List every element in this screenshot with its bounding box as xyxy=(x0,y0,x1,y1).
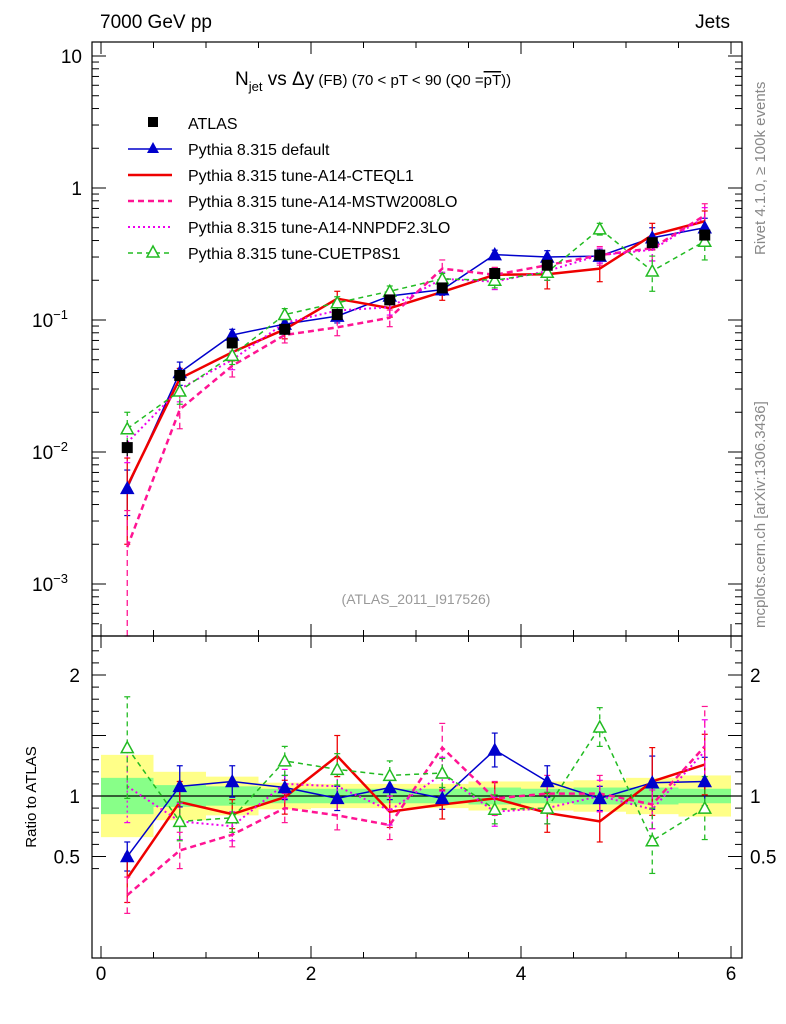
ratio-cteql1-line xyxy=(126,754,706,879)
header-category: Jets xyxy=(695,12,730,33)
y-tick-label: 1 xyxy=(71,179,82,200)
ratio-cuetp-point xyxy=(592,719,608,733)
legend: ATLAS Pythia 8.315 default Pythia 8.315 … xyxy=(128,116,457,263)
main-nnpdf-line xyxy=(126,216,706,444)
main-default-point xyxy=(487,247,503,261)
ratio-cuetp-point xyxy=(434,765,450,779)
ratio-y-tick-label-right: 0.5 xyxy=(750,848,776,869)
legend-label-mstw: Pythia 8.315 tune-A14-MSTW2008LO xyxy=(188,194,457,211)
main-cteql1-line xyxy=(126,220,706,487)
ratio-cuetp-point xyxy=(487,801,503,816)
ratio-y-tick-label: 2 xyxy=(69,666,80,687)
legend-label-nnpdf: Pythia 8.315 tune-A14-NNPDF2.3LO xyxy=(188,220,450,237)
atlas-point xyxy=(489,268,501,280)
atlas-uncertainty-band xyxy=(92,754,742,838)
main-cuetp-point xyxy=(224,347,240,362)
x-tick-label: 0 xyxy=(96,964,107,985)
ratio-cuetp-point xyxy=(644,833,660,847)
ratio-cuetp-point xyxy=(539,800,555,814)
ratio-default-point xyxy=(592,790,608,805)
x-tick-label: 4 xyxy=(516,964,527,985)
ratio-cuetp-point xyxy=(224,810,240,824)
atlas-point xyxy=(279,323,291,335)
ratio-cuetp-point xyxy=(329,761,345,776)
atlas-point xyxy=(699,229,711,241)
ratio-cuetp-point xyxy=(277,753,293,767)
ratio-default-point xyxy=(539,773,555,788)
main-cuetp-point xyxy=(172,383,188,397)
tick-labels: 0 2 4 6 10 1 10−1 10−2 10−3 0.5 0.5 1 1 2 2 xyxy=(32,47,776,985)
atlas-point xyxy=(384,294,396,306)
atlas-point xyxy=(331,309,343,321)
ratio-default-point xyxy=(644,775,660,789)
ratio-cuetp-point xyxy=(382,767,398,782)
x-tick-label: 6 xyxy=(726,964,737,985)
ratio-default-point xyxy=(697,773,713,788)
main-default-line xyxy=(126,226,705,489)
legend-atlas-marker xyxy=(148,117,158,127)
ratio-nnpdf-line xyxy=(126,750,706,828)
ratio-mstw-line xyxy=(126,745,706,897)
ratio-default-point xyxy=(172,778,188,793)
mcplots-label: mcplots.cern.ch [arXiv:1306.3436] xyxy=(752,401,769,628)
ratio-default-point xyxy=(329,790,345,805)
ratio-y-tick-label: 1 xyxy=(69,787,80,808)
ratio-default-point xyxy=(277,779,293,794)
ratio-cuetp-point xyxy=(172,813,188,828)
main-cuetp-point xyxy=(119,421,135,435)
main-cuetp-point xyxy=(644,263,660,277)
ratio-default-point xyxy=(119,848,135,863)
atlas-point xyxy=(226,337,238,349)
y-tick-label: 10−2 xyxy=(32,439,68,464)
atlas-point xyxy=(174,369,186,381)
ratio-y-tick-label-right: 2 xyxy=(750,666,761,687)
main-cuetp-point xyxy=(697,233,713,247)
analysis-id: (ATLAS_2011_I917526) xyxy=(342,591,491,607)
main-mstw-line xyxy=(126,214,706,548)
main-cuetp-point xyxy=(592,221,608,235)
legend-label-cteql1: Pythia 8.315 tune-A14-CTEQL1 xyxy=(188,168,414,185)
atlas-point xyxy=(436,282,448,294)
ratio-y-tick-label: 0.5 xyxy=(54,848,80,869)
ratio-cuetp-point xyxy=(697,800,713,814)
legend-cuetp-marker xyxy=(145,244,161,258)
main-default-point xyxy=(119,480,135,495)
legend-label-atlas: ATLAS xyxy=(188,116,238,133)
ratio-cuetp-line xyxy=(126,726,706,842)
ratio-plot-frame xyxy=(91,635,743,959)
axes-ticks xyxy=(92,42,742,958)
main-cuetp-point xyxy=(487,272,503,287)
main-cuetp-point xyxy=(539,264,555,279)
ratio-y-tick-label-right: 1 xyxy=(750,787,761,808)
main-cuetp-point xyxy=(329,295,345,309)
ratio-default-point xyxy=(434,790,450,805)
rivet-version-label: Rivet 4.1.0, ≥ 100k events xyxy=(752,82,769,255)
ratio-default-point xyxy=(487,742,503,756)
atlas-point xyxy=(594,249,606,261)
x-tick-label: 2 xyxy=(306,964,317,985)
ratio-default-point xyxy=(224,773,240,788)
atlas-point xyxy=(121,442,133,454)
main-cuetp-point xyxy=(277,306,293,321)
ratio-cuetp-point xyxy=(119,740,135,754)
header-energy: 7000 GeV pp xyxy=(100,12,212,33)
data-markers xyxy=(119,220,713,863)
y-tick-label: 10−1 xyxy=(32,307,68,332)
legend-label-cuetp: Pythia 8.315 tune-CUETP8S1 xyxy=(188,246,401,263)
atlas-point xyxy=(646,237,658,249)
legend-default-marker xyxy=(147,142,159,153)
y-tick-label: 10−3 xyxy=(32,571,68,596)
ratio-default-point xyxy=(382,779,398,794)
main-cuetp-line xyxy=(126,228,706,430)
plot-title: Njet vs Δy (FB) (70 < pT < 90 (Q0 =pT)) xyxy=(235,69,511,94)
legend-label-default: Pythia 8.315 default xyxy=(188,142,330,159)
atlas-point xyxy=(541,259,553,271)
y-tick-label: 10 xyxy=(61,47,82,68)
ratio-axis-label: Ratio to ATLAS xyxy=(23,746,40,847)
